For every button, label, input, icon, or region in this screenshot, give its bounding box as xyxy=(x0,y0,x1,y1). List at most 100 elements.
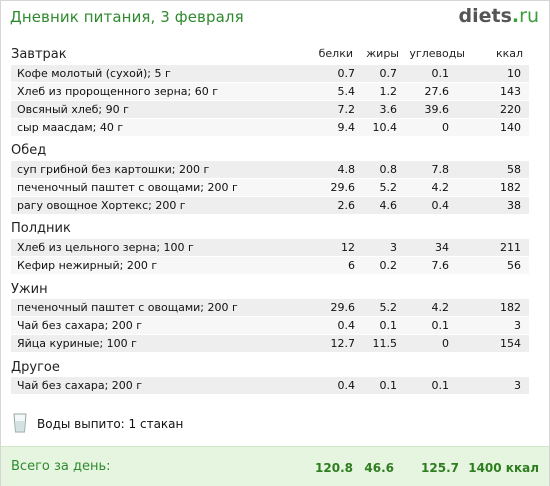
carbs-value: 0.4 xyxy=(431,199,450,212)
header: Дневник питания, 3 февраля diets.ru xyxy=(1,1,549,37)
carbs-value: 7.6 xyxy=(431,259,450,272)
fat-value: 11.5 xyxy=(372,337,398,350)
food-name: Кефир нежирный; 200 г xyxy=(17,259,158,272)
carbs-value: 0 xyxy=(442,337,449,350)
total-fat: 46.6 xyxy=(364,461,394,475)
kcal-value: 182 xyxy=(500,301,521,314)
carbs-value: 27.6 xyxy=(424,85,450,98)
carbs-value: 0.1 xyxy=(431,67,450,80)
column-kcal: ккал xyxy=(495,47,523,60)
protein-value: 7.2 xyxy=(337,103,356,116)
total-protein: 120.8 xyxy=(315,461,353,475)
page-title: Дневник питания, 3 февраля xyxy=(10,8,244,26)
table-row: Чай без сахара; 200 г 0.4 0.1 0.1 3 xyxy=(11,377,529,394)
kcal-value: 10 xyxy=(507,67,521,80)
kcal-value: 211 xyxy=(500,241,521,254)
table-row: Хлеб из цельного зерна; 100 г 12 3 34 21… xyxy=(11,239,529,256)
logo-tld: ru xyxy=(519,5,539,27)
column-fat: жиры xyxy=(366,47,399,60)
column-carbs: углеводы xyxy=(409,47,465,60)
total-label: Всего за день: xyxy=(11,459,111,474)
fat-value: 3.6 xyxy=(379,103,398,116)
kcal-value: 3 xyxy=(514,319,521,332)
carbs-value: 4.2 xyxy=(431,301,450,314)
food-name: суп грибной без картошки; 200 г xyxy=(17,163,210,176)
protein-value: 6 xyxy=(348,259,355,272)
table-row: Овсяный хлеб; 90 г 7.2 3.6 39.6 220 xyxy=(11,101,529,118)
fat-value: 0.1 xyxy=(379,319,398,332)
section-title-breakfast: Завтрак xyxy=(11,47,67,62)
protein-value: 2.6 xyxy=(337,199,356,212)
section-title-lunch: Обед xyxy=(11,143,47,158)
protein-value: 0.4 xyxy=(337,379,356,392)
kcal-value: 154 xyxy=(500,337,521,350)
table-row: Чай без сахара; 200 г 0.4 0.1 0.1 3 xyxy=(11,317,529,334)
table-row: Кефир нежирный; 200 г 6 0.2 7.6 56 xyxy=(11,257,529,274)
total-carbs: 125.7 xyxy=(421,461,459,475)
column-protein: белки xyxy=(318,47,353,60)
table-row: сыр маасдам; 40 г 9.4 10.4 0 140 xyxy=(11,119,529,136)
table-row: суп грибной без картошки; 200 г 4.8 0.8 … xyxy=(11,161,529,178)
water-glass-icon xyxy=(13,413,27,433)
protein-value: 5.4 xyxy=(337,85,356,98)
kcal-value: 58 xyxy=(507,163,521,176)
protein-value: 9.4 xyxy=(337,121,356,134)
fat-value: 0.7 xyxy=(379,67,398,80)
kcal-value: 220 xyxy=(500,103,521,116)
kcal-value: 143 xyxy=(500,85,521,98)
carbs-value: 0.1 xyxy=(431,319,450,332)
fat-value: 5.2 xyxy=(379,181,398,194)
table-row: печеночный паштет с овощами; 200 г 29.6 … xyxy=(11,179,529,196)
carbs-value: 0 xyxy=(442,121,449,134)
protein-value: 12.7 xyxy=(330,337,356,350)
daily-total: Всего за день: 120.8 46.6 125.7 1400 кка… xyxy=(1,446,549,486)
food-name: печеночный паштет с овощами; 200 г xyxy=(17,181,238,194)
water-intake: Воды выпито: 1 стакан xyxy=(11,411,311,437)
food-name: Хлеб из пророщенного зерна; 60 г xyxy=(17,85,218,98)
table-row: Кофе молотый (сухой); 5 г 0.7 0.7 0.1 10 xyxy=(11,65,529,82)
kcal-value: 38 xyxy=(507,199,521,212)
fat-value: 10.4 xyxy=(372,121,398,134)
carbs-value: 0.1 xyxy=(431,379,450,392)
kcal-value: 182 xyxy=(500,181,521,194)
food-name: Кофе молотый (сухой); 5 г xyxy=(17,67,171,80)
carbs-value: 4.2 xyxy=(431,181,450,194)
fat-value: 5.2 xyxy=(379,301,398,314)
food-name: Чай без сахара; 200 г xyxy=(17,379,143,392)
protein-value: 0.4 xyxy=(337,319,356,332)
fat-value: 1.2 xyxy=(379,85,398,98)
protein-value: 29.6 xyxy=(330,181,356,194)
fat-value: 0.1 xyxy=(379,379,398,392)
protein-value: 29.6 xyxy=(330,301,356,314)
kcal-value: 140 xyxy=(500,121,521,134)
food-name: печеночный паштет с овощами; 200 г xyxy=(17,301,238,314)
table-row: рагу овощное Хортекс; 200 г 2.6 4.6 0.4 … xyxy=(11,197,529,214)
food-name: Чай без сахара; 200 г xyxy=(17,319,143,332)
protein-value: 4.8 xyxy=(337,163,356,176)
carbs-value: 39.6 xyxy=(424,103,450,116)
food-name: Овсяный хлеб; 90 г xyxy=(17,103,129,116)
table-row: Хлеб из пророщенного зерна; 60 г 5.4 1.2… xyxy=(11,83,529,100)
section-title-other: Другое xyxy=(11,360,60,375)
kcal-value: 3 xyxy=(514,379,521,392)
section-title-snack: Полдник xyxy=(11,221,71,236)
carbs-value: 34 xyxy=(435,241,449,254)
carbs-value: 7.8 xyxy=(431,163,450,176)
water-text: Воды выпито: 1 стакан xyxy=(37,417,184,431)
protein-value: 0.7 xyxy=(337,67,356,80)
food-name: Хлеб из цельного зерна; 100 г xyxy=(17,241,194,254)
fat-value: 0.2 xyxy=(379,259,398,272)
food-name: Яйца куриные; 100 г xyxy=(17,337,137,350)
fat-value: 0.8 xyxy=(379,163,398,176)
protein-value: 12 xyxy=(341,241,355,254)
site-logo[interactable]: diets.ru xyxy=(459,5,539,27)
logo-name: diets xyxy=(458,5,512,27)
logo-dot: . xyxy=(511,5,520,27)
fat-value: 4.6 xyxy=(379,199,398,212)
fat-value: 3 xyxy=(390,241,397,254)
total-kcal: 1400 ккал xyxy=(468,461,539,475)
food-name: рагу овощное Хортекс; 200 г xyxy=(17,199,186,212)
food-name: сыр маасдам; 40 г xyxy=(17,121,124,134)
kcal-value: 56 xyxy=(507,259,521,272)
